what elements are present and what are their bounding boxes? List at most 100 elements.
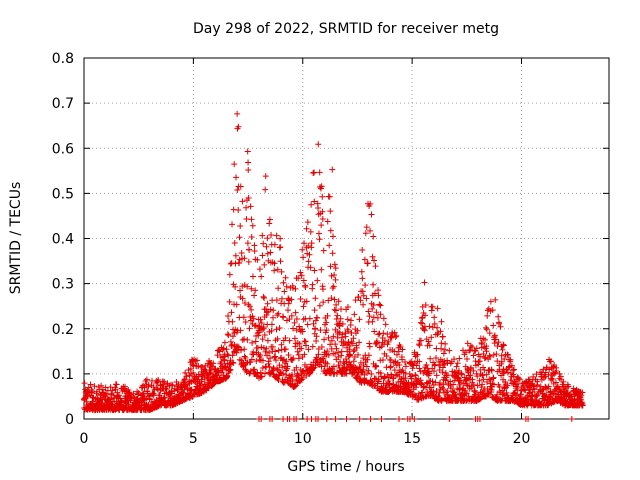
data-point — [381, 337, 388, 344]
data-point — [440, 350, 447, 357]
data-point — [328, 272, 335, 279]
data-point — [241, 255, 248, 262]
data-point — [224, 331, 231, 338]
data-point — [265, 358, 272, 365]
data-point — [241, 336, 248, 343]
data-point — [264, 250, 271, 257]
data-point — [243, 216, 250, 223]
data-point — [493, 351, 500, 358]
data-point — [357, 297, 364, 304]
data-point — [242, 354, 249, 361]
data-point — [366, 343, 373, 350]
data-point — [365, 352, 372, 359]
data-point — [363, 363, 370, 370]
data-point — [504, 369, 511, 376]
y-tick-label: 0.3 — [52, 277, 74, 293]
data-point — [414, 351, 421, 358]
y-tick-label: 0.8 — [52, 51, 74, 67]
data-point — [474, 373, 481, 380]
data-point — [387, 364, 394, 371]
data-point — [416, 358, 423, 365]
data-point — [365, 308, 372, 315]
data-point — [241, 346, 248, 353]
data-point — [288, 296, 295, 303]
x-tick-label: 5 — [189, 431, 198, 447]
data-point — [248, 216, 255, 223]
data-point — [507, 356, 514, 363]
data-point — [510, 367, 517, 374]
data-point — [226, 298, 233, 305]
data-point — [477, 353, 484, 360]
data-point — [487, 298, 494, 305]
data-point — [232, 252, 239, 259]
data-point — [373, 309, 380, 316]
data-point — [289, 284, 296, 291]
data-point — [301, 351, 308, 358]
data-point — [329, 166, 336, 173]
data-point — [248, 234, 255, 241]
data-point — [113, 381, 120, 388]
data-point — [423, 361, 430, 368]
data-point — [244, 148, 251, 155]
data-point — [387, 357, 394, 364]
data-point — [327, 263, 334, 270]
data-point — [470, 381, 477, 388]
data-point — [350, 335, 357, 342]
data-point — [315, 345, 322, 352]
data-point — [267, 249, 274, 256]
data-point — [142, 377, 149, 384]
data-point — [343, 370, 350, 377]
data-point — [429, 303, 436, 310]
data-point — [306, 251, 313, 258]
data-point — [434, 324, 441, 331]
data-point — [312, 326, 319, 333]
data-point — [284, 363, 291, 370]
data-point — [315, 204, 322, 211]
data-point — [253, 358, 260, 365]
data-point — [306, 315, 313, 322]
data-point — [334, 312, 341, 319]
data-point — [249, 222, 256, 229]
data-point — [316, 302, 323, 309]
data-point — [351, 354, 358, 361]
data-point — [309, 281, 316, 288]
data-point — [383, 353, 390, 360]
data-point — [439, 384, 446, 391]
data-point — [456, 355, 463, 362]
data-point — [497, 323, 504, 330]
data-point — [418, 315, 425, 322]
data-point — [356, 316, 363, 323]
data-point — [333, 345, 340, 352]
data-point — [314, 314, 321, 321]
data-point — [501, 385, 508, 392]
data-point — [236, 259, 243, 266]
data-point — [182, 381, 189, 388]
data-point — [370, 233, 377, 240]
data-point — [288, 371, 295, 378]
data-point — [258, 373, 265, 380]
data-point — [258, 273, 265, 280]
data-point — [486, 376, 493, 383]
data-point — [496, 320, 503, 327]
data-point — [315, 230, 322, 237]
data-point — [272, 357, 279, 364]
data-point — [261, 261, 268, 268]
data-point — [309, 343, 316, 350]
data-point — [446, 416, 453, 422]
data-point — [372, 263, 379, 270]
x-axis-label: GPS time / hours — [287, 459, 404, 475]
data-point — [278, 268, 285, 275]
data-point — [241, 353, 248, 360]
data-point — [103, 390, 110, 397]
data-point — [366, 313, 373, 320]
data-point — [259, 364, 266, 371]
data-point — [368, 211, 375, 218]
data-point — [267, 306, 274, 313]
data-point — [266, 363, 273, 370]
data-point — [412, 372, 419, 379]
data-point — [284, 307, 291, 314]
data-point — [256, 266, 263, 273]
data-point — [474, 382, 481, 389]
data-point — [525, 416, 532, 422]
data-point — [432, 379, 439, 386]
